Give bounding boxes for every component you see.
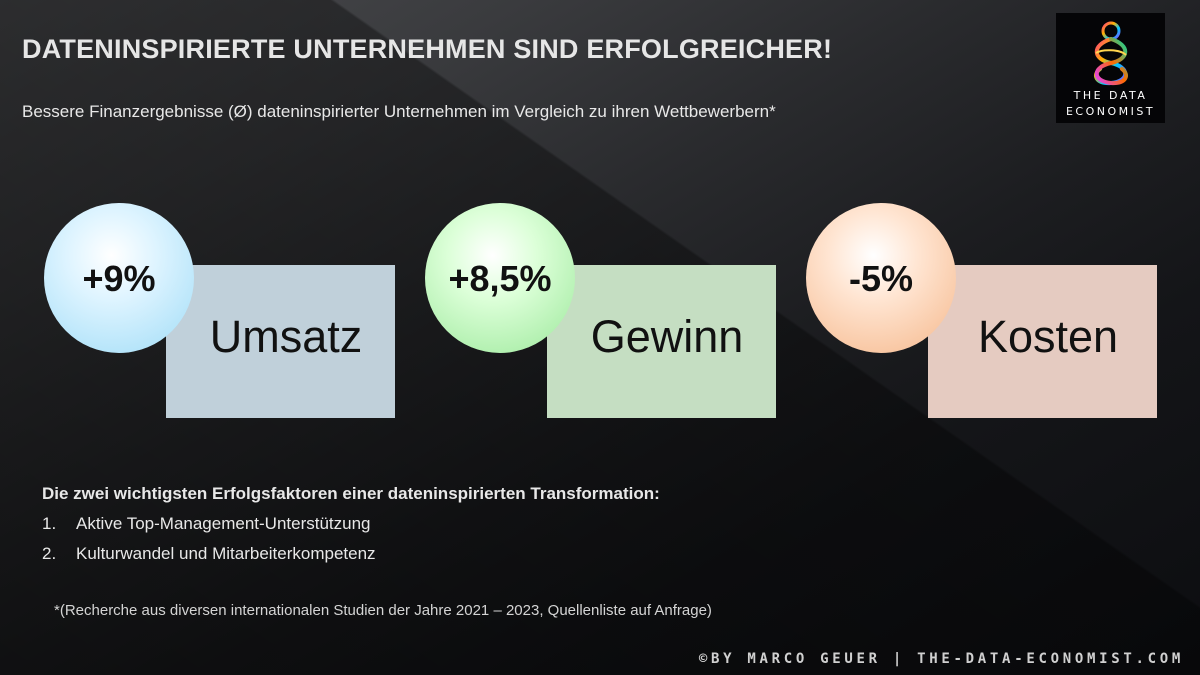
- factor-number: 1.: [42, 514, 57, 533]
- colorful-knot-figure-icon: [1094, 21, 1128, 86]
- kpi-box: [166, 265, 395, 418]
- logo: THE DATA ECONOMIST: [1056, 13, 1165, 123]
- credit-line: ©BY MARCO GEUER | THE-DATA-ECONOMIST.COM: [698, 651, 1184, 667]
- factor-item: 1. Aktive Top-Management-Unterstützung: [42, 514, 371, 534]
- factors-title: Die zwei wichtigsten Erfolgsfaktoren ein…: [42, 484, 660, 503]
- factor-text: Aktive Top-Management-Unterstützung: [76, 514, 371, 533]
- factor-item: 2. Kulturwandel und Mitarbeiterkompetenz: [42, 544, 376, 564]
- logo-text-line1: THE DATA: [1073, 89, 1148, 102]
- slide-title: DATENINSPIRIERTE UNTERNEHMEN SIND ERFOLG…: [22, 34, 833, 64]
- logo-text-line2: ECONOMIST: [1065, 105, 1156, 118]
- kpi-kosten: Kosten -5%: [806, 203, 1166, 423]
- factor-text: Kulturwandel und Mitarbeiterkompetenz: [76, 544, 376, 563]
- factor-number: 2.: [42, 544, 57, 563]
- kpi-box: [928, 265, 1157, 418]
- kpi-value: +9%: [82, 258, 156, 299]
- kpi-circle: [425, 203, 575, 353]
- kpi-value: -5%: [848, 258, 914, 299]
- kpi-circle: [44, 203, 194, 353]
- kpi-value: +8,5%: [448, 258, 552, 299]
- footnote: *(Recherche aus diversen internationalen…: [54, 602, 712, 619]
- kpi-box: [547, 265, 776, 418]
- kpi-label: Gewinn: [590, 311, 744, 362]
- kpi-umsatz: Umsatz +9%: [44, 203, 404, 423]
- kpi-label: Kosten: [977, 311, 1119, 362]
- slide-subtitle: Bessere Finanzergebnisse (Ø) dateninspir…: [22, 102, 776, 121]
- kpi-gewinn: Gewinn +8,5%: [425, 203, 785, 423]
- kpi-circle: [806, 203, 956, 353]
- kpi-label: Umsatz: [209, 311, 363, 362]
